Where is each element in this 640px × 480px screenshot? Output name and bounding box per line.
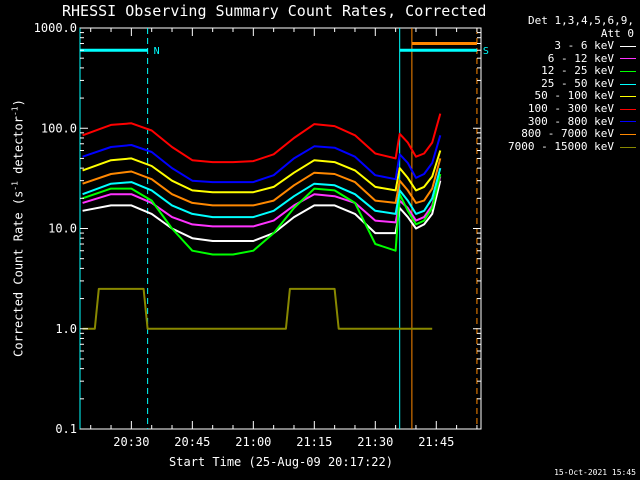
y-tick-label: 10.0: [48, 222, 77, 236]
y-label-part: Corrected Count Rate (s: [11, 190, 26, 357]
y-label-part: ): [11, 99, 26, 107]
y-tick-label: 0.1: [55, 422, 77, 436]
x-tick-label: 21:15: [296, 435, 332, 449]
legend-label: 3 - 6 keV: [554, 39, 614, 52]
chart-title: RHESSI Observing Summary Count Rates, Co…: [62, 2, 487, 20]
legend-label: 100 - 300 keV: [527, 101, 614, 115]
x-tick-label: 21:30: [357, 435, 393, 449]
legend-label: 300 - 800 keV: [527, 114, 614, 128]
legend-swatch: [620, 108, 636, 110]
series-line: [82, 135, 442, 184]
series-line: [82, 173, 442, 256]
detector-info: Det 1,3,4,5,6,9, Att 0: [528, 14, 634, 40]
legend-swatch: [620, 133, 636, 135]
legend-entry: 25 - 50 keV: [508, 76, 636, 91]
y-label-sup: -1: [10, 181, 20, 191]
series-line: [82, 158, 442, 207]
x-axis-label: Start Time (25-Aug-09 20:17:22): [169, 455, 393, 469]
legend-swatch: [620, 70, 636, 72]
legend: 3 - 6 keV 6 - 12 keV 12 - 25 keV 25 - 50 ke…: [508, 39, 636, 154]
x-tick-label: 20:30: [113, 435, 149, 449]
series-line: [82, 167, 442, 219]
y-label-sup: -1: [10, 106, 20, 117]
legend-entry: 50 - 100 keV: [508, 90, 636, 103]
y-label-part: detector: [11, 116, 26, 182]
x-axis-ticks: 20:30 20:45 21:00 21:15 21:30 21:45: [90, 28, 478, 449]
x-tick-label: 21:45: [418, 435, 454, 449]
series-line: [82, 176, 442, 228]
legend-entry: 300 - 800 keV: [508, 114, 636, 129]
legend-label: 12 - 25 keV: [541, 64, 614, 78]
series-line: [82, 180, 442, 242]
series-line: [82, 150, 442, 194]
x-tick-label: 21:00: [235, 435, 271, 449]
legend-entry: 800 - 7000 keV: [508, 128, 636, 141]
series-layer: [82, 113, 442, 330]
y-tick-label: 1000.0: [34, 21, 77, 35]
legend-label: 25 - 50 keV: [541, 76, 614, 90]
legend-label: 7000 - 15000 keV: [508, 139, 614, 153]
legend-swatch: [620, 146, 636, 148]
series-line: [82, 287, 433, 330]
generation-timestamp: 15-Oct-2021 15:45: [554, 468, 636, 477]
legend-swatch: [620, 121, 636, 123]
legend-label: 800 - 7000 keV: [521, 127, 614, 141]
state-flag-label: S: [483, 46, 489, 57]
y-axis-label: Corrected Count Rate (s-1 detector-1): [11, 99, 26, 357]
y-tick-label: 1.0: [55, 322, 77, 336]
x-tick-label: 20:45: [174, 435, 210, 449]
state-flag-label: N: [154, 46, 160, 57]
detector-list: Det 1,3,4,5,6,9,: [528, 14, 634, 27]
series-line: [82, 113, 442, 164]
legend-label: 6 - 12 keV: [547, 51, 614, 65]
legend-entry: 100 - 300 keV: [508, 101, 636, 116]
legend-entry: 6 - 12 keV: [508, 51, 636, 66]
legend-entry: 7000 - 15000 keV: [508, 139, 636, 154]
legend-label: 50 - 100 keV: [534, 89, 614, 103]
legend-entry: 12 - 25 keV: [508, 65, 636, 78]
legend-swatch: [620, 45, 636, 47]
y-axis-ticks: 0.1 1.0 10.0 100.0 1000.0: [34, 21, 481, 436]
legend-swatch: [620, 83, 636, 85]
y-tick-label: 100.0: [41, 121, 77, 135]
legend-entry: 3 - 6 keV: [508, 39, 636, 53]
attenuator-state: Att 0: [600, 27, 634, 40]
legend-swatch: [620, 58, 636, 60]
legend-swatch: [620, 96, 636, 98]
